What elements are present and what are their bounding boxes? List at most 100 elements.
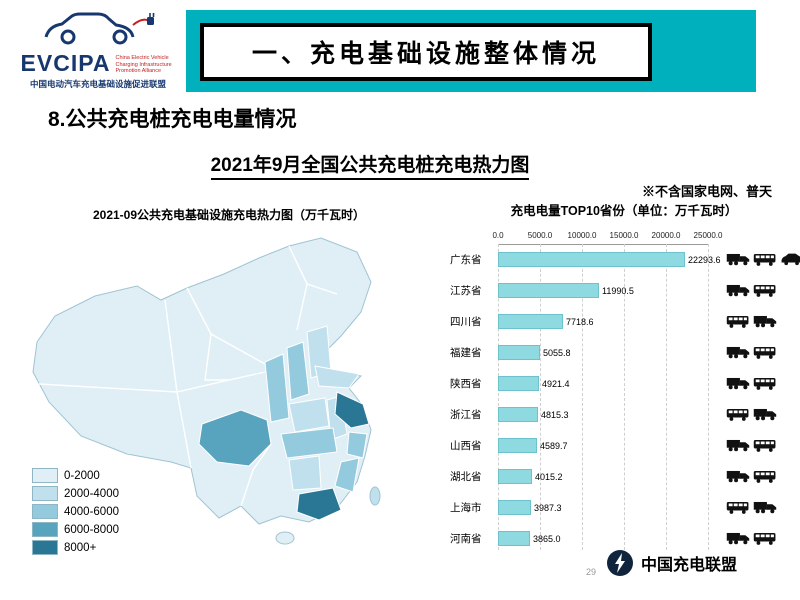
legend-swatch: [32, 468, 58, 483]
brand-name: EVCIPA: [20, 50, 111, 76]
bus-icon: [726, 408, 749, 421]
x-tick-label: 15000.0: [609, 231, 639, 240]
exclusion-note: ※不含国家电网、普天: [641, 184, 772, 199]
value-label: 7718.6: [566, 316, 594, 327]
vehicle-row: [726, 367, 800, 398]
legend-item: 6000-8000: [32, 522, 119, 537]
bar-row: 河南省 3865.0: [450, 523, 798, 554]
value-label: 4589.7: [540, 440, 568, 451]
category-label: 陕西省: [450, 378, 482, 390]
chart-main-title: 2021年9月全国公共充电桩充电热力图: [0, 150, 740, 180]
province-shandong: [314, 365, 360, 389]
province-sichuan: [198, 409, 272, 467]
vehicle-row: [726, 491, 800, 522]
truck-icon: [726, 346, 750, 358]
gridline: [624, 244, 625, 550]
bar: [498, 283, 599, 298]
footer: 中国充电联盟: [606, 549, 737, 577]
bar: [498, 469, 532, 484]
x-axis-line: [498, 244, 708, 245]
gridline: [582, 244, 583, 550]
legend-label: 2000-4000: [64, 487, 119, 500]
bar: [498, 314, 563, 329]
legend: 0-2000 2000-4000 4000-6000 6000-8000 8000+: [32, 468, 119, 558]
bar: [498, 345, 540, 360]
bus-icon: [753, 532, 776, 545]
vehicle-row: [726, 429, 800, 460]
x-tick-label: 10000.0: [567, 231, 597, 240]
bar-row: 广东省 22293.6: [450, 244, 798, 275]
category-label: 广东省: [450, 254, 482, 266]
gridline: [666, 244, 667, 550]
legend-label: 4000-6000: [64, 505, 119, 518]
bar: [498, 407, 538, 422]
gridline: [708, 244, 709, 550]
legend-swatch: [32, 540, 58, 555]
vehicle-row: [726, 243, 800, 274]
province-shanxi: [286, 341, 310, 401]
category-label: 江苏省: [450, 285, 482, 297]
section-title: 一、充电基础设施整体情况: [251, 40, 600, 68]
bar-chart-title: 充电电量TOP10省份（单位：万千瓦时）: [510, 204, 738, 218]
province-zhejiang: [346, 431, 368, 459]
truck-icon: [726, 532, 750, 544]
section-title-box: 一、充电基础设施整体情况: [200, 23, 652, 81]
legend-item: 4000-6000: [32, 504, 119, 519]
island-taiwan: [369, 486, 381, 506]
category-label: 上海市: [450, 502, 482, 514]
bar-row: 上海市 3987.3: [450, 492, 798, 523]
bus-icon: [753, 377, 776, 390]
bar-row: 山西省 4589.7: [450, 430, 798, 461]
legend-swatch: [32, 504, 58, 519]
province-guangdong: [296, 487, 342, 521]
x-tick-label: 25000.0: [693, 231, 723, 240]
value-label: 4015.2: [535, 471, 563, 482]
bus-icon: [726, 315, 749, 328]
bar-row: 湖北省 4015.2: [450, 461, 798, 492]
bus-icon: [753, 439, 776, 452]
category-label: 河南省: [450, 533, 482, 545]
vehicle-row: [726, 460, 800, 491]
value-label: 22293.6: [688, 254, 721, 265]
category-label: 浙江省: [450, 409, 482, 421]
category-label: 福建省: [450, 347, 482, 359]
brand-chinese: 中国电动汽车充电基础设施促进联盟: [29, 79, 166, 89]
bar: [498, 438, 537, 453]
bus-icon: [753, 346, 776, 359]
x-tick-label: 20000.0: [651, 231, 681, 240]
province-hubei: [280, 427, 338, 459]
bar: [498, 376, 539, 391]
truck-icon: [726, 284, 750, 296]
x-tick-label: 0.0: [492, 231, 504, 240]
vehicle-row: [726, 274, 800, 305]
truck-icon: [726, 377, 750, 389]
province-hunan: [288, 455, 322, 491]
truck-icon: [753, 501, 777, 513]
section-banner: 一、充电基础设施整体情况: [186, 10, 756, 92]
bar: [498, 531, 530, 546]
brand-english: China Electric Vehicle Charging Infrastr…: [115, 55, 172, 75]
province-jiangsu: [334, 391, 370, 429]
legend-item: 2000-4000: [32, 486, 119, 501]
car-icon: [781, 253, 800, 265]
bar-row: 四川省 7718.6: [450, 306, 798, 337]
evcipa-logo: EVCIPA China Electric Vehicle Charging I…: [12, 6, 184, 90]
truck-icon: [726, 439, 750, 451]
bar: [498, 500, 531, 515]
value-label: 3987.3: [534, 502, 562, 513]
vehicle-row: [726, 305, 800, 336]
bar: [498, 252, 685, 267]
gridline: [498, 244, 499, 550]
legend-swatch: [32, 522, 58, 537]
value-label: 4921.4: [542, 378, 570, 389]
truck-icon: [726, 470, 750, 482]
value-label: 4815.3: [541, 409, 569, 420]
legend-label: 8000+: [64, 541, 97, 554]
truck-icon: [726, 253, 750, 265]
top10-bar-chart: 充电电量TOP10省份（单位：万千瓦时） 0.0 5000.0 10000.0 150…: [450, 200, 800, 572]
bus-icon: [753, 253, 776, 266]
bus-icon: [753, 284, 776, 297]
category-label: 湖北省: [450, 471, 482, 483]
island-hainan: [275, 531, 295, 545]
value-label: 3865.0: [533, 533, 561, 544]
